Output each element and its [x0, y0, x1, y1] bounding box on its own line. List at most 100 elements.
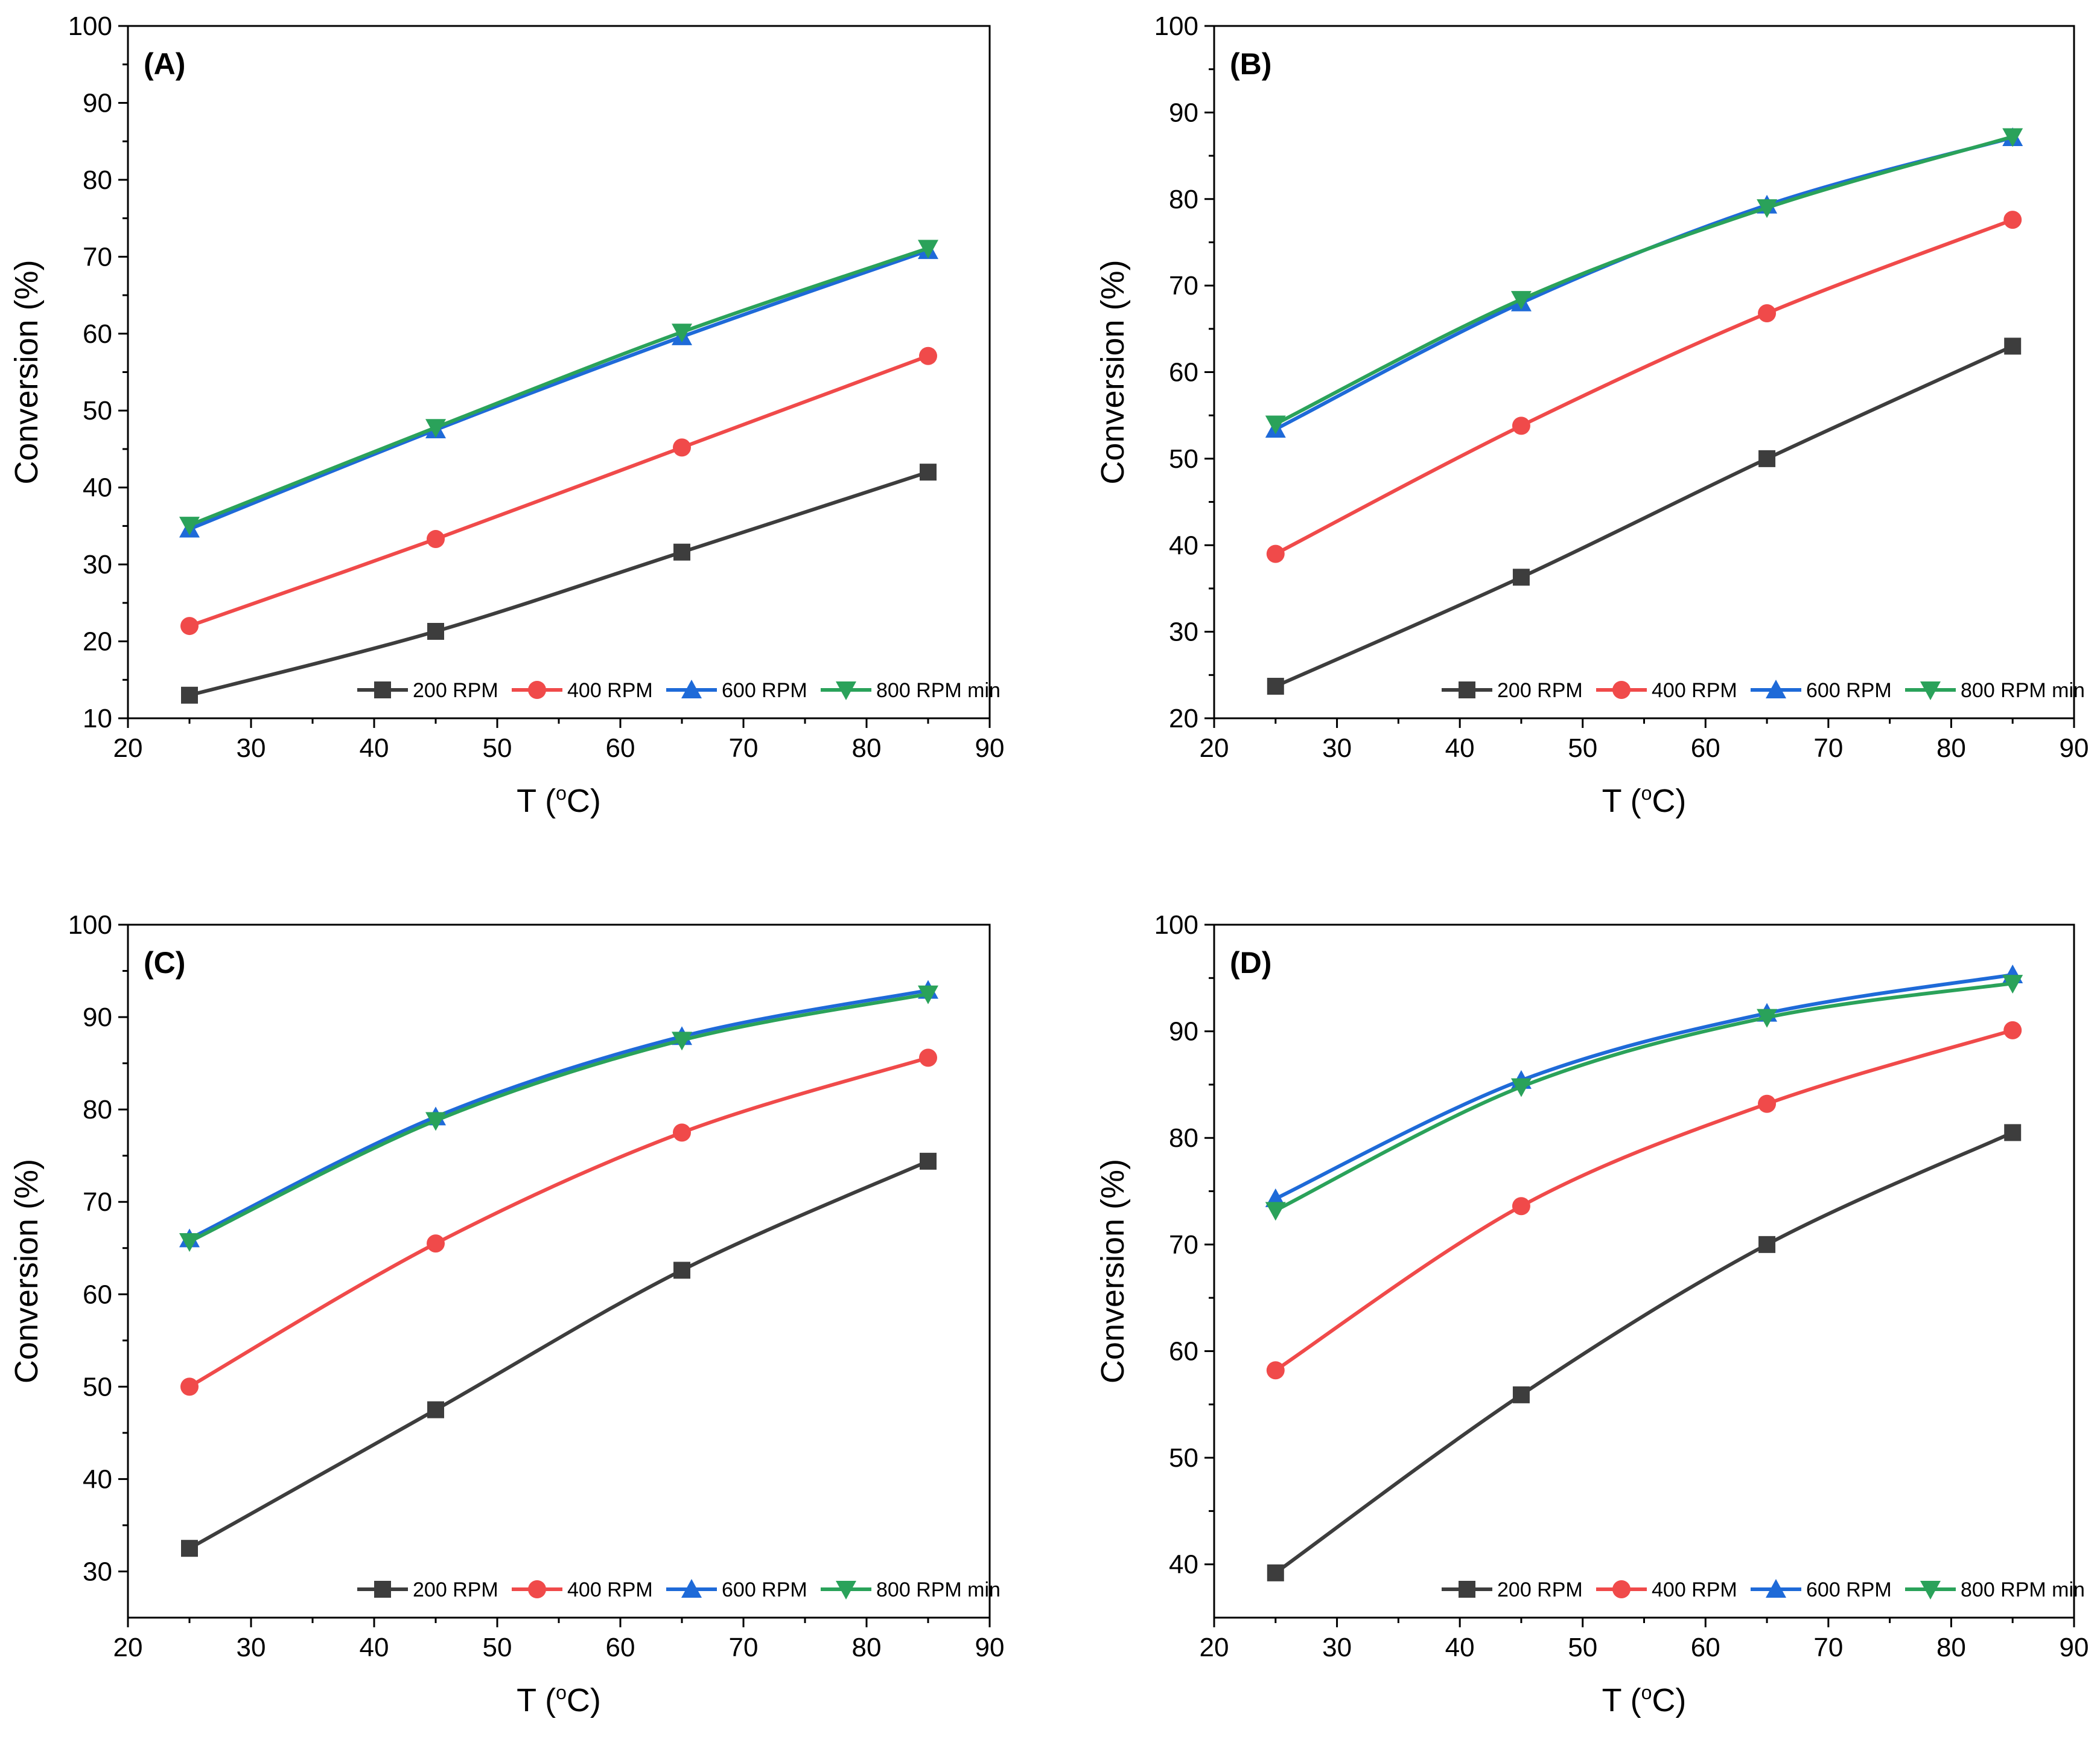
legend-label-3: 800 RPM min [876, 679, 1001, 702]
y-axis-label: Conversion (%) [1095, 260, 1131, 484]
data-point-1 [673, 1123, 691, 1142]
x-axis-label-sup: o [1641, 782, 1652, 804]
legend-marker-1 [1612, 681, 1631, 699]
x-tick-label: 20 [113, 1633, 143, 1662]
data-point-3 [672, 324, 692, 343]
x-tick-label: 30 [237, 733, 266, 763]
y-tick-label: 10 [83, 704, 112, 733]
panel-label: (D) [1230, 946, 1271, 980]
x-tick-label: 30 [237, 1633, 266, 1662]
x-tick-label: 60 [606, 733, 635, 763]
data-point-1 [1758, 1094, 1777, 1113]
x-tick-label: 80 [852, 1633, 882, 1662]
series-line-1 [1274, 1028, 2014, 1372]
x-axis-label-sup: o [556, 782, 567, 804]
legend-label-0: 200 RPM [413, 679, 498, 702]
y-tick-label: 50 [1169, 444, 1198, 474]
series-line-0 [1274, 1131, 2014, 1575]
x-tick-label: 80 [1936, 1633, 1966, 1662]
legend-label-1: 400 RPM [1652, 1578, 1737, 1601]
series-line-1 [188, 1056, 929, 1388]
data-point-0 [181, 686, 198, 704]
panel-label: (B) [1230, 47, 1271, 81]
chart-panel-3: 20 30 40 50 60 70 80 90 40 50 60 70 80 90 100 (D) T (oC)… [1095, 910, 2089, 1718]
data-point-0 [427, 622, 444, 640]
y-tick-label: 100 [68, 11, 112, 41]
y-tick-label: 70 [83, 1187, 112, 1217]
data-point-1 [1512, 416, 1530, 435]
legend-marker-0 [374, 681, 391, 698]
x-tick-label: 50 [1568, 733, 1597, 763]
plot-frame [1213, 924, 2075, 1619]
data-point-1 [427, 1234, 445, 1253]
x-tick-label: 20 [1200, 733, 1229, 763]
data-point-0 [1758, 1236, 1776, 1253]
x-axis-label-sup: o [556, 1682, 567, 1703]
legend-marker-3 [1920, 681, 1941, 700]
y-axis-label: Conversion (%) [8, 260, 45, 484]
legend-label-0: 200 RPM [1497, 679, 1583, 702]
y-tick-label: 90 [1169, 98, 1198, 127]
x-tick-label: 20 [1200, 1633, 1229, 1662]
y-tick-label: 90 [1169, 1017, 1198, 1047]
x-tick-label: 60 [606, 1633, 635, 1662]
legend-label-2: 600 RPM [1806, 679, 1892, 702]
series-line-3 [188, 992, 929, 1243]
legend-marker-1 [528, 1580, 546, 1598]
legend-label-3: 800 RPM min [876, 1578, 1001, 1601]
data-point-1 [919, 346, 937, 365]
x-axis-label: T (oC) [1602, 1682, 1687, 1718]
x-tick-label: 90 [975, 1633, 1005, 1662]
data-point-0 [920, 1152, 937, 1170]
series-line-0 [189, 470, 929, 697]
y-axis-label: Conversion (%) [8, 1159, 45, 1383]
data-point-0 [427, 1401, 444, 1418]
y-tick-label: 90 [83, 1003, 112, 1032]
y-axis-label: Conversion (%) [1095, 1159, 1131, 1383]
data-point-1 [919, 1048, 937, 1067]
series-line-2 [188, 249, 929, 531]
data-point-1 [427, 530, 445, 549]
x-tick-label: 70 [1813, 733, 1843, 763]
x-tick-label: 50 [483, 1633, 512, 1662]
x-tick-label: 70 [1813, 1633, 1843, 1662]
data-point-3 [2002, 128, 2023, 147]
data-point-1 [180, 617, 199, 636]
data-point-3 [179, 1233, 200, 1252]
legend-marker-0 [1459, 681, 1475, 698]
y-tick-label: 90 [83, 88, 112, 118]
data-point-3 [918, 240, 938, 259]
y-tick-label: 30 [83, 1557, 112, 1586]
plot-frame [1213, 25, 2075, 719]
legend-marker-0 [374, 1581, 391, 1598]
data-point-0 [2004, 337, 2022, 355]
legend-marker-2 [1766, 680, 1786, 698]
legend-label-2: 600 RPM [722, 1578, 807, 1601]
x-tick-label: 20 [113, 733, 143, 763]
legend-marker-3 [1920, 1581, 1941, 1600]
series-line-1 [189, 354, 929, 628]
legend-marker-0 [1459, 1581, 1475, 1598]
legend-label-2: 600 RPM [1806, 1578, 1892, 1601]
x-tick-label: 40 [1445, 733, 1475, 763]
data-point-1 [2003, 211, 2022, 229]
plot-frame [127, 924, 991, 1619]
legend-label-0: 200 RPM [413, 1578, 498, 1601]
legend-marker-1 [1612, 1580, 1631, 1598]
legend-label-0: 200 RPM [1497, 1578, 1583, 1601]
legend-marker-1 [528, 681, 546, 699]
legend-label-2: 600 RPM [722, 679, 807, 702]
x-axis-label: T (oC) [517, 1682, 601, 1718]
series-line-0 [188, 1160, 929, 1550]
y-tick-label: 20 [83, 627, 112, 657]
x-tick-label: 30 [1322, 1633, 1352, 1662]
legend-marker-2 [681, 1579, 702, 1598]
legend-marker-3 [836, 681, 856, 700]
y-tick-label: 30 [83, 550, 112, 579]
y-tick-label: 50 [83, 1372, 112, 1402]
x-tick-label: 80 [852, 733, 882, 763]
series-line-3 [188, 246, 929, 527]
data-point-3 [1265, 1202, 1286, 1221]
series-line-3 [1274, 135, 2014, 426]
